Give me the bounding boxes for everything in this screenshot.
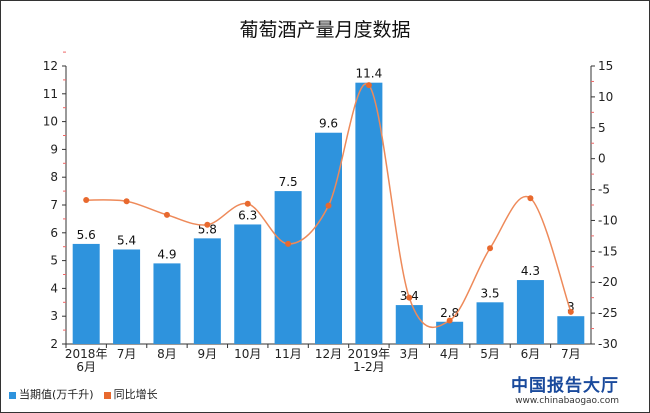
left-tick-label: 10 (43, 115, 58, 129)
left-tick-label: 8 (50, 170, 58, 184)
x-tick-label: 5月 (480, 347, 500, 361)
right-tick-label: -15 (598, 244, 618, 258)
line-point (365, 82, 372, 89)
right-tick-label: -20 (598, 275, 618, 289)
bar (436, 321, 464, 344)
line-point (487, 245, 494, 252)
bar (476, 302, 504, 344)
x-tick-label: 8月 (157, 347, 177, 361)
chart-title: 葡萄酒产量月度数据 (239, 19, 411, 41)
bar (516, 280, 544, 344)
x-tick-label: 6月 (76, 360, 96, 374)
x-tick-label: 7月 (117, 347, 137, 361)
line-point (325, 202, 332, 209)
right-tick-label: -30 (598, 337, 618, 351)
bar (557, 316, 585, 344)
left-tick-label: 11 (43, 87, 58, 101)
line-point (406, 294, 413, 301)
bar (72, 243, 100, 344)
legend-swatch-bar (9, 391, 16, 399)
bar-data-label: 3 (567, 300, 575, 314)
watermark-url: www.chinabaogao.com (515, 396, 619, 406)
right-tick-label: -5 (598, 183, 610, 197)
x-tick-label: 4月 (440, 347, 460, 361)
bar (355, 82, 383, 345)
left-tick-label: 9 (50, 142, 58, 156)
bar (274, 191, 302, 344)
line-point (204, 221, 211, 228)
legend-label-line: 同比增长 (113, 388, 158, 401)
x-tick-label: 3月 (399, 347, 419, 361)
x-tick-label: 2018年 (65, 347, 108, 361)
right-tick-label: 15 (598, 59, 613, 73)
x-tick-label: 7月 (561, 347, 581, 361)
right-tick-label: 0 (598, 152, 606, 166)
x-tick-label: 2019年 (348, 347, 391, 361)
left-tick-label: 7 (50, 198, 58, 212)
bar-data-label: 5.8 (198, 222, 217, 236)
left-tick-label: 5 (50, 254, 58, 268)
legend: 当期值(万千升) 同比增长 (9, 386, 158, 402)
bar-data-label: 4.9 (157, 247, 176, 261)
legend-item-line: 同比增长 (103, 386, 158, 402)
bar-data-label: 5.6 (77, 228, 96, 242)
x-tick-label: 10月 (234, 347, 261, 361)
x-tick-label: 12月 (315, 347, 342, 361)
right-tick-label: -10 (598, 213, 618, 227)
left-tick-label: 3 (50, 309, 58, 323)
legend-swatch-line (103, 391, 111, 399)
bar (395, 305, 423, 344)
bar-data-label: 11.4 (356, 67, 383, 81)
line-point (527, 195, 534, 202)
bar (113, 249, 141, 344)
bar (315, 132, 342, 344)
line-point (446, 317, 453, 324)
bar-data-label: 5.4 (117, 233, 136, 247)
right-tick-label: 5 (598, 121, 606, 135)
bar (193, 238, 221, 344)
bar (153, 263, 181, 344)
line-point (123, 198, 130, 205)
bar-data-label: 6.3 (238, 208, 257, 222)
left-tick-label: 2 (50, 337, 58, 351)
bar-data-label: 9.6 (319, 117, 338, 131)
watermark-name: 中国报告大厅 (511, 376, 619, 396)
left-tick-label: 4 (50, 281, 58, 295)
legend-label-bar: 当期值(万千升) (19, 388, 94, 401)
line-point (163, 211, 170, 218)
x-tick-label: 11月 (274, 347, 301, 361)
left-tick-label: 12 (43, 59, 58, 73)
bar (234, 224, 262, 344)
legend-item-bar: 当期值(万千升) (9, 386, 94, 402)
x-tick-label: 6月 (521, 347, 541, 361)
right-tick-label: -25 (598, 306, 618, 320)
line-point (285, 240, 292, 247)
bar-data-label: 7.5 (279, 175, 298, 189)
watermark-logo: 中国报告大厅 www.chinabaogao.com (511, 371, 619, 406)
x-tick-label: 9月 (198, 347, 218, 361)
bar-data-label: 3.5 (480, 286, 499, 300)
right-tick-label: 10 (598, 90, 613, 104)
line-point (567, 308, 574, 315)
left-tick-label: 6 (50, 226, 58, 240)
line-point (244, 200, 251, 207)
line-series (86, 82, 572, 329)
x-tick-label: 1-2月 (353, 360, 385, 374)
line-point (83, 197, 90, 204)
bar-data-label: 4.3 (521, 264, 540, 278)
